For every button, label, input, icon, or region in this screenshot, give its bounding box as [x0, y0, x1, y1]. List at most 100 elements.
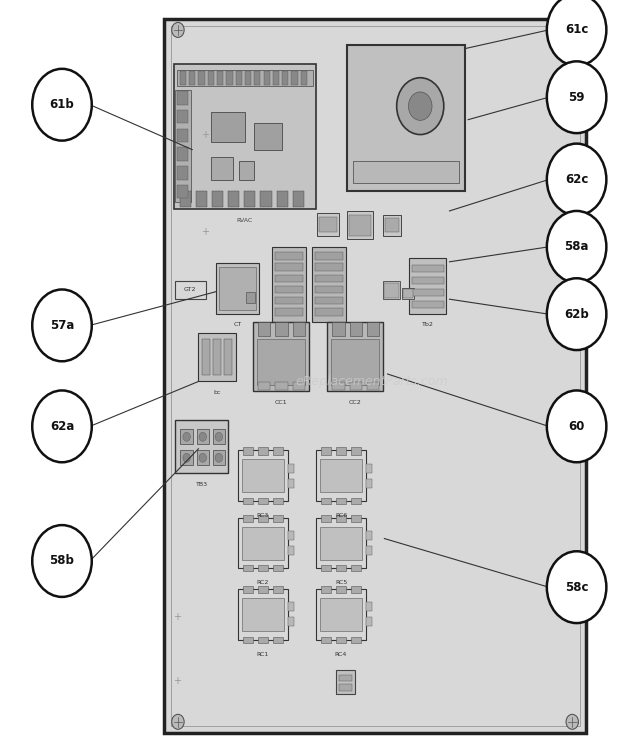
Text: +: + [201, 227, 208, 237]
Text: +: + [173, 675, 180, 686]
Bar [347, 45, 465, 191]
Bar [273, 71, 279, 85]
Bar [213, 450, 225, 465]
Bar [258, 382, 270, 390]
Bar [315, 252, 343, 260]
Bar [260, 191, 272, 207]
Bar [243, 447, 253, 455]
Bar [277, 191, 288, 207]
Bar [366, 617, 372, 626]
Text: +: + [201, 129, 208, 140]
Bar [258, 565, 268, 571]
Bar [321, 565, 331, 571]
Text: RC4: RC4 [335, 652, 347, 657]
Bar [238, 450, 288, 501]
Bar [275, 252, 303, 260]
Bar [402, 288, 414, 299]
Bar [353, 161, 459, 183]
Bar [275, 263, 303, 271]
Bar [228, 191, 239, 207]
Bar [212, 191, 223, 207]
Bar [273, 637, 283, 643]
Bar [208, 71, 214, 85]
Text: 62b: 62b [564, 307, 589, 321]
Bar [349, 215, 371, 236]
Bar [351, 586, 361, 593]
Bar [254, 123, 282, 150]
Bar [412, 265, 444, 272]
Text: RC6: RC6 [335, 513, 347, 518]
Text: 61c: 61c [565, 23, 588, 37]
Bar [177, 185, 188, 198]
Text: CC1: CC1 [275, 400, 287, 405]
Text: 59: 59 [569, 91, 585, 104]
Bar [177, 129, 188, 142]
Bar [339, 684, 352, 691]
Bar [196, 191, 207, 207]
Bar [293, 322, 305, 336]
Bar [272, 247, 306, 322]
Bar [243, 498, 253, 504]
Bar [321, 498, 331, 504]
Bar [319, 217, 337, 232]
Text: eReplacementParts.com: eReplacementParts.com [296, 375, 448, 388]
Bar [243, 565, 253, 571]
Circle shape [199, 453, 206, 462]
Circle shape [547, 551, 606, 623]
Bar [288, 479, 294, 488]
Bar [226, 71, 232, 85]
Bar [351, 565, 361, 571]
Bar [339, 675, 352, 681]
Text: +: + [173, 612, 180, 622]
Bar [316, 450, 366, 501]
Bar [257, 339, 305, 385]
Circle shape [547, 0, 606, 66]
Bar [315, 263, 343, 271]
Bar [336, 565, 346, 571]
Circle shape [547, 144, 606, 215]
Bar [412, 289, 444, 296]
Text: +: + [244, 73, 252, 84]
Bar [351, 515, 361, 522]
Bar [332, 322, 345, 336]
Bar [275, 297, 303, 304]
Bar [321, 515, 331, 522]
Text: 57a: 57a [50, 319, 74, 332]
Bar [347, 211, 373, 239]
Bar [317, 213, 339, 236]
Bar [312, 247, 346, 322]
Circle shape [547, 61, 606, 133]
Text: 62c: 62c [565, 173, 588, 186]
Text: RC1: RC1 [257, 652, 269, 657]
Bar [236, 71, 242, 85]
Bar [177, 147, 188, 161]
Text: 60: 60 [569, 420, 585, 433]
Text: GT2: GT2 [184, 287, 197, 292]
Bar [213, 339, 221, 375]
Bar [384, 283, 399, 298]
Bar [175, 280, 206, 299]
Bar [412, 277, 444, 284]
Text: RC3: RC3 [257, 513, 269, 518]
Bar [197, 429, 209, 444]
Bar [258, 322, 270, 336]
Bar [383, 281, 400, 299]
Bar [321, 586, 331, 593]
Bar [246, 292, 255, 303]
Bar [336, 637, 346, 643]
Bar [175, 90, 191, 202]
Bar [275, 308, 303, 316]
Bar [243, 637, 253, 643]
Bar [211, 112, 245, 142]
Bar [164, 19, 586, 733]
Bar [258, 447, 268, 455]
Bar [244, 191, 255, 207]
Bar [366, 464, 372, 473]
Circle shape [183, 432, 190, 441]
Bar [293, 382, 305, 390]
Text: TB3: TB3 [196, 482, 208, 487]
Bar [175, 420, 228, 473]
Bar [366, 546, 372, 555]
Bar [320, 527, 362, 560]
Bar [213, 429, 225, 444]
